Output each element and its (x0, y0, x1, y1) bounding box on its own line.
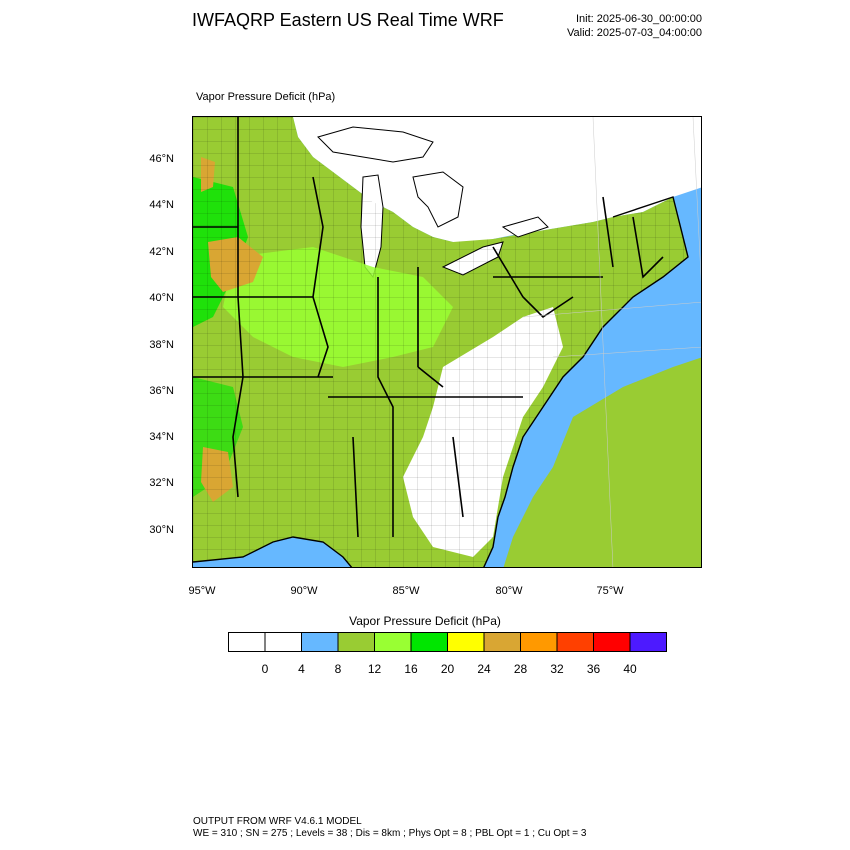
colorbar-swatch (447, 632, 485, 652)
colorbar-swatch (556, 632, 594, 652)
model-config: WE = 310 ; SN = 275 ; Levels = 38 ; Dis … (193, 828, 587, 839)
valid-time: Valid: 2025-07-03_04:00:00 (567, 27, 702, 39)
lon-label: 75°W (596, 585, 624, 597)
colorbar-swatch (228, 632, 266, 652)
field-label: Vapor Pressure Deficit (hPa) (196, 91, 336, 103)
colorbar-swatch (301, 632, 339, 652)
colorbar-swatch (593, 632, 631, 652)
map-panel (192, 116, 702, 568)
lat-label: 40°N (149, 292, 174, 304)
colorbar-tick-label: 32 (550, 662, 564, 676)
lat-label: 44°N (149, 199, 174, 211)
colorbar-tick-label: 40 (623, 662, 637, 676)
colorbar-tick-label: 12 (367, 662, 382, 676)
lat-label: 36°N (149, 385, 174, 397)
colorbar-swatch (629, 632, 667, 652)
lon-label: 90°W (290, 585, 318, 597)
map-svg (193, 117, 701, 567)
colorbar-tick-label: 20 (440, 662, 455, 676)
lat-label: 34°N (149, 431, 174, 443)
lon-label: 95°W (188, 585, 216, 597)
lake-huron (412, 171, 464, 228)
colorbar-tick-label: 8 (334, 662, 342, 676)
colorbar-tick-label: 28 (513, 662, 528, 676)
colorbar-swatch (483, 632, 521, 652)
colorbar-tick-label: 4 (298, 662, 305, 676)
lat-label: 46°N (149, 153, 174, 165)
colorbar-swatch (520, 632, 558, 652)
county-boundaries (193, 117, 688, 567)
model-info: OUTPUT FROM WRF V4.6.1 MODEL (193, 816, 362, 827)
colorbar-swatch (374, 632, 412, 652)
colorbar-tick-label: 0 (261, 662, 269, 676)
plot-title: IWFAQRP Eastern US Real Time WRF (192, 10, 504, 30)
colorbar-tick-label: 16 (404, 662, 418, 676)
colorbar-tick-label: 24 (477, 662, 491, 676)
lat-label: 42°N (149, 246, 174, 258)
graticule (522, 117, 701, 567)
state-boundaries (193, 117, 664, 538)
colorbar-swatch (337, 632, 375, 652)
lat-label: 30°N (149, 524, 174, 536)
lake-ontario (501, 216, 549, 238)
colorbar-title: Vapor Pressure Deficit (hPa) (349, 614, 501, 628)
colorbar (228, 632, 667, 652)
init-time: Init: 2025-06-30_00:00:00 (576, 13, 702, 25)
coastline (193, 196, 689, 567)
lat-label: 32°N (149, 477, 174, 489)
ocean-vpd-band (503, 357, 701, 567)
lake-superior (317, 126, 434, 163)
lon-label: 80°W (495, 585, 523, 597)
colorbar-tick-label: 36 (586, 662, 601, 676)
lat-label: 38°N (149, 339, 174, 351)
colorbar-swatch (410, 632, 448, 652)
lon-label: 85°W (392, 585, 420, 597)
colorbar-swatch (264, 632, 302, 652)
